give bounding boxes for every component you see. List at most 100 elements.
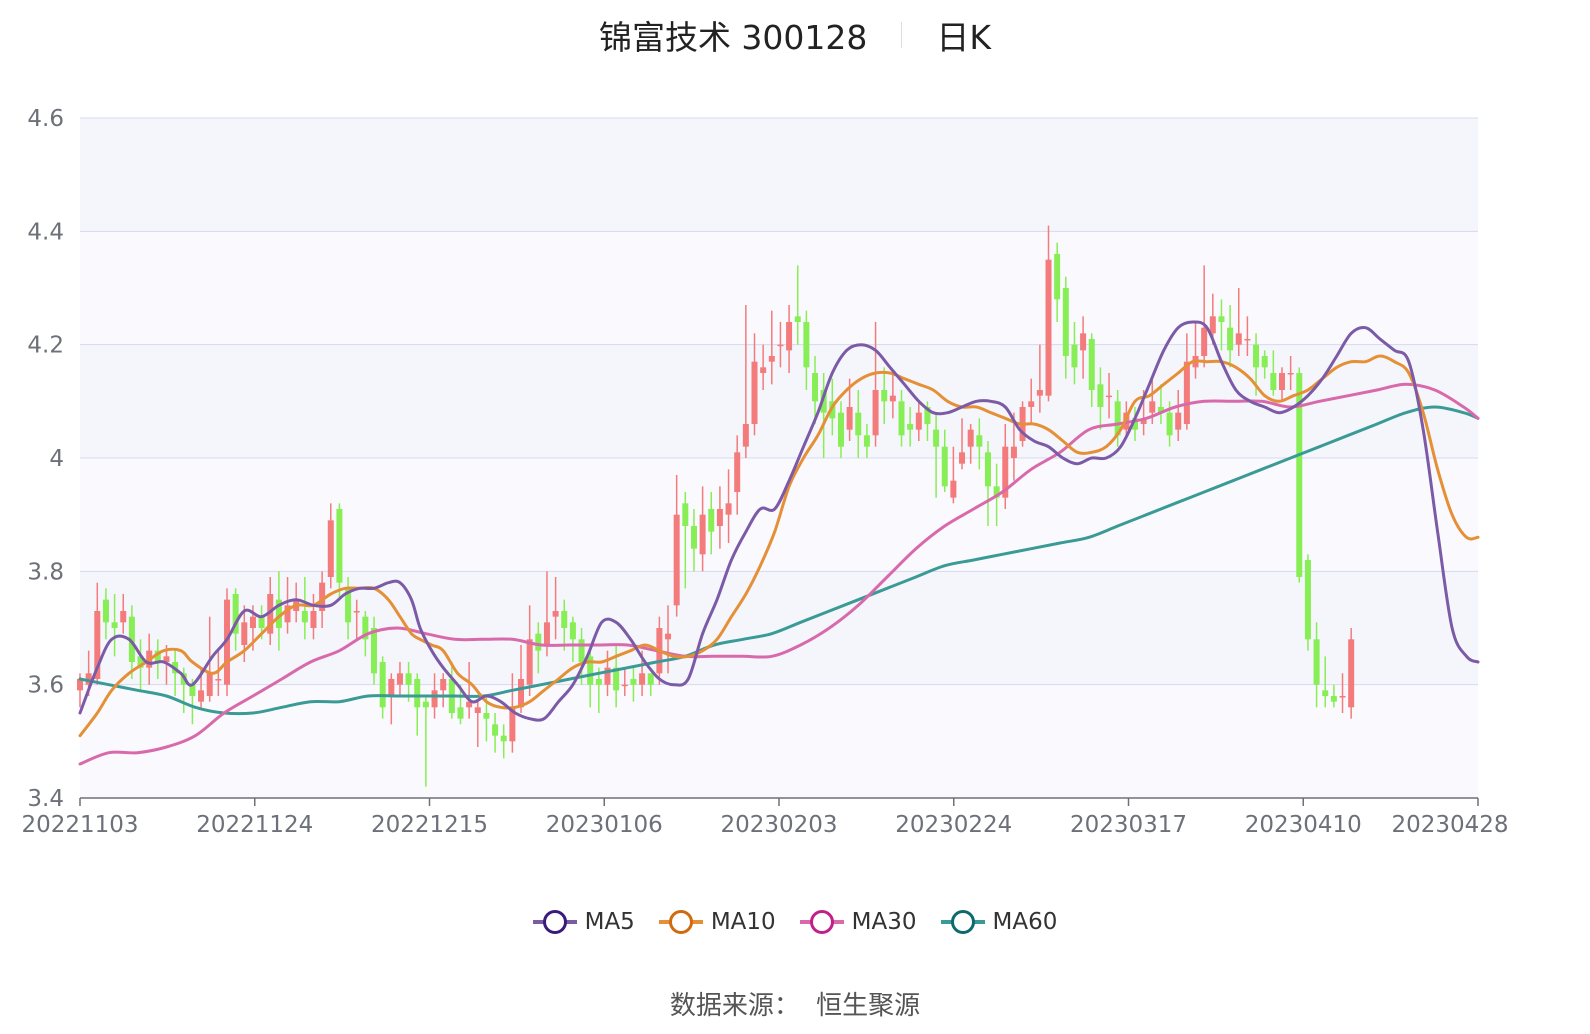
candle [898,390,905,447]
candle-body [414,679,421,708]
candle [492,713,499,753]
x-tick-label: 20221103 [21,812,138,838]
candle [1235,288,1242,356]
candle [820,373,827,458]
candle [734,435,741,515]
candle-body [855,412,862,436]
candle [1348,628,1355,719]
candle-body [846,407,853,430]
candle-body [699,514,706,555]
candle-body [587,656,594,685]
candle-body [94,611,101,679]
candle [1287,356,1294,390]
candle [1261,350,1268,379]
candle-body [881,390,888,402]
candle-body [405,673,412,685]
candle-body [275,599,282,628]
candle-body [613,667,620,691]
title-separator [901,22,903,48]
candle [1183,333,1190,430]
candle-body [492,724,499,736]
candle [336,503,343,600]
candle-body [889,395,896,402]
candle [690,509,697,572]
chart-title-main: 锦富技术 300128 [598,18,868,57]
candle-body [1278,373,1285,390]
candle [1071,322,1078,385]
legend-item-ma5[interactable]: MA5 [532,909,635,935]
candle [725,469,732,543]
candle-body [552,611,559,617]
candle [673,475,680,617]
candle-body [768,356,775,362]
candle-body [742,424,749,447]
data-source: 数据来源： 恒生聚源 [0,985,1590,1022]
candle-body [569,622,576,640]
candle-body [535,633,542,651]
legend-circle-icon [542,910,567,934]
candle [301,577,308,640]
candle-body [595,679,602,685]
candle [794,265,801,345]
plot-band [80,118,1478,232]
candle-body [310,611,317,628]
candle-body [345,588,352,623]
candle [327,503,334,589]
candle [102,588,109,640]
candle [1218,299,1225,351]
ma-line-ma5 [78,320,1480,722]
legend-item-ma60[interactable]: MA60 [940,909,1057,935]
x-tick-label: 20221124 [196,812,313,838]
candle-body [1106,395,1113,398]
candle-body [85,673,92,685]
candle-body [319,582,326,611]
candle [682,492,689,589]
candle-body [1149,401,1156,413]
candle [569,616,576,662]
legend-item-ma30[interactable]: MA30 [799,909,917,935]
candle-body [396,673,403,685]
legend-marker-icon [658,909,703,935]
candle-body [915,412,922,430]
candle-body [1114,401,1121,436]
candle-body [708,509,715,532]
candle-body [1002,446,1009,498]
legend-circle-icon [809,910,834,934]
candle [284,577,291,634]
candle-body [1287,373,1294,375]
legend-label: MA5 [584,909,635,935]
source-value: 恒生聚源 [816,991,921,1021]
candle [1010,412,1017,481]
candle [1080,316,1087,379]
candle [1088,333,1095,407]
legend-marker-icon [940,909,985,935]
ma-line-ma10 [78,354,1480,738]
candle-body [500,735,507,742]
candle-body [258,616,265,628]
candle-body [1175,412,1182,430]
candle [621,667,628,696]
candle [388,673,395,725]
candle-body [933,429,940,447]
candle-body [647,673,654,685]
candle [120,594,127,634]
candle-body [725,503,732,515]
candle-body [1322,690,1329,696]
candle-body [604,667,611,685]
candle [881,367,888,424]
candle-body [1209,316,1216,334]
candle-body [1097,384,1104,407]
candle-body [1157,407,1164,413]
candle-body [1244,339,1251,341]
y-tick-label: 3.4 [27,786,64,812]
y-tick-label: 4.6 [27,106,64,132]
candle-body [1140,418,1147,424]
y-tick-label: 4 [49,446,64,472]
x-tick-label: 20230410 [1245,812,1362,838]
candle [777,322,784,368]
x-tick-label: 20230224 [895,812,1012,838]
candle [466,662,473,719]
legend-item-ma10[interactable]: MA10 [658,909,776,935]
candle [950,446,957,504]
